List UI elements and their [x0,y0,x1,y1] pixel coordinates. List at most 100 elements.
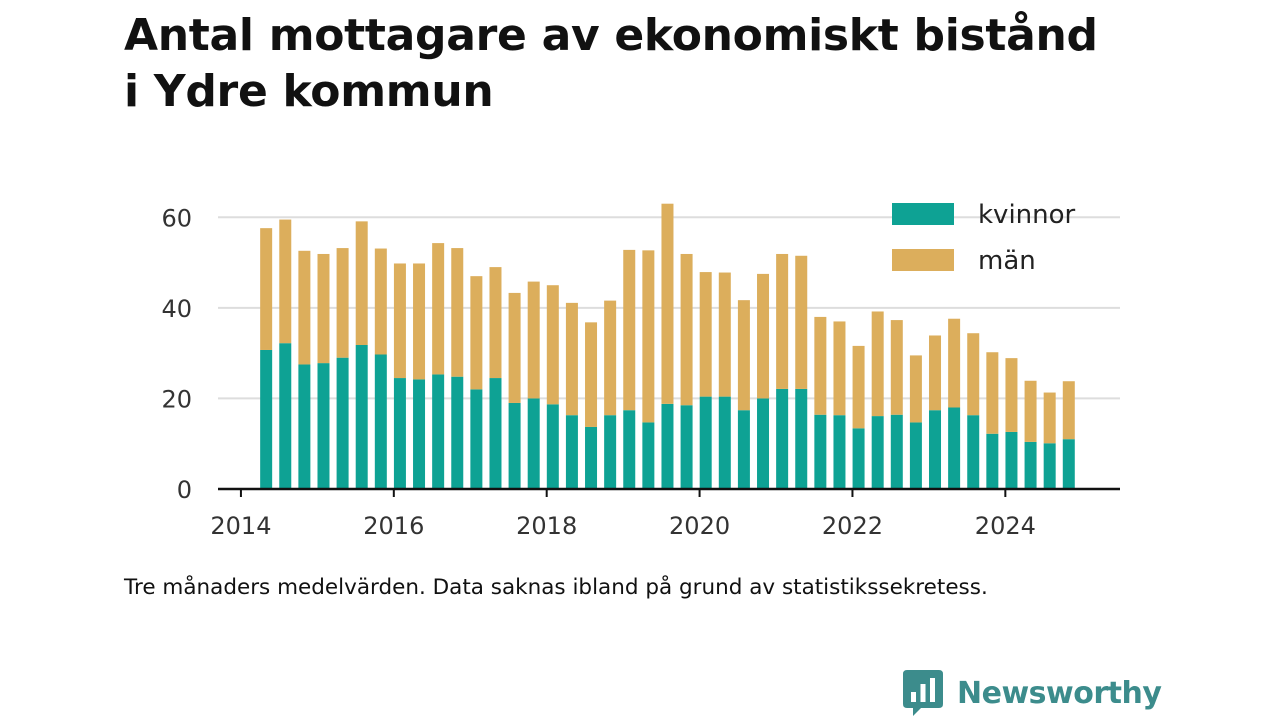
bar-man-40 [1024,380,1037,442]
bar-kvinnor-6 [374,354,387,489]
bar-man-10 [451,248,464,377]
bar-man-7 [393,263,406,379]
bar-kvinnor-29 [814,414,827,489]
bar-kvinnor-8 [413,379,426,489]
bar-man-26 [757,273,770,399]
bar-kvinnor-1 [279,343,292,489]
newsworthy-logo: Newsworthy [903,670,1162,716]
bar-kvinnor-19 [623,410,636,489]
y-tick-label-60: 60 [161,204,192,232]
bar-kvinnor-11 [470,389,483,489]
bar-man-12 [489,267,502,379]
bar-kvinnor-2 [298,364,311,489]
bar-man-30 [833,321,846,416]
bar-kvinnor-15 [546,404,559,489]
bar-kvinnor-20 [642,422,655,489]
bar-man-33 [890,320,903,415]
bar-man-38 [986,352,999,434]
bar-man-18 [604,300,617,416]
bar-man-11 [470,276,483,390]
bar-kvinnor-5 [355,344,368,489]
bar-kvinnor-39 [1005,431,1018,489]
bar-man-4 [336,248,349,358]
newsworthy-logo-icon [903,670,943,716]
bar-kvinnor-42 [1062,439,1075,489]
legend-swatch-man [892,249,954,271]
bar-kvinnor-12 [489,378,502,489]
bar-man-35 [929,335,942,411]
bar-kvinnor-41 [1043,443,1056,489]
bar-man-13 [508,292,521,403]
bar-man-20 [642,250,655,423]
bar-man-15 [546,285,559,405]
bar-man-5 [355,221,368,345]
bar-kvinnor-37 [967,415,980,489]
bar-man-29 [814,316,827,415]
bar-kvinnor-33 [890,414,903,489]
bar-man-1 [279,219,292,344]
bar-man-36 [948,318,961,408]
bar-kvinnor-3 [317,363,330,489]
chart-title-line1: Antal mottagare av ekonomiskt bistånd [124,10,1098,61]
bar-man-17 [585,322,598,427]
bar-man-24 [718,272,731,397]
bar-kvinnor-0 [260,349,273,489]
bar-kvinnor-13 [508,402,521,489]
bar-man-22 [680,253,693,406]
bar-man-3 [317,253,330,364]
bar-kvinnor-25 [737,410,750,489]
bar-kvinnor-7 [393,378,406,489]
bar-kvinnor-30 [833,415,846,489]
bar-kvinnor-4 [336,357,349,489]
bar-kvinnor-36 [948,407,961,489]
bar-man-37 [967,333,980,416]
bar-man-2 [298,250,311,365]
bar-kvinnor-18 [604,415,617,489]
x-tick-label-2022: 2022 [822,512,883,540]
x-tick-label-2020: 2020 [669,512,730,540]
newsworthy-logo-text: Newsworthy [957,675,1162,711]
bar-man-9 [432,243,445,375]
y-tick-label-0: 0 [177,476,192,504]
bar-man-41 [1043,392,1056,444]
bar-man-6 [374,248,387,355]
x-tick-label-2014: 2014 [210,512,271,540]
bar-man-28 [795,255,808,389]
bar-kvinnor-14 [527,398,540,489]
chart-title-line2: i Ydre kommun [124,66,494,117]
bar-man-39 [1005,358,1018,432]
chart-caption: Tre månaders medelvärden. Data saknas ib… [124,575,988,600]
legend-swatch-kvinnor [892,203,954,225]
bar-kvinnor-9 [432,374,445,489]
bar-kvinnor-34 [909,422,922,489]
bar-kvinnor-28 [795,388,808,489]
x-tick-label-2018: 2018 [516,512,577,540]
bar-man-42 [1062,381,1075,440]
bar-kvinnor-22 [680,405,693,489]
chart-title: Antal mottagare av ekonomiskt bistånd i … [124,8,1184,120]
bar-man-23 [699,272,712,397]
bar-man-0 [260,228,273,350]
bar-kvinnor-26 [757,398,770,489]
x-tick-label-2016: 2016 [363,512,424,540]
bar-man-31 [852,345,865,429]
bar-kvinnor-23 [699,396,712,489]
bar-kvinnor-35 [929,410,942,489]
bar-kvinnor-16 [565,415,578,489]
bar-man-16 [565,302,578,416]
bar-kvinnor-27 [776,388,789,489]
bar-man-14 [527,281,540,399]
bar-kvinnor-17 [585,426,598,489]
bar-kvinnor-40 [1024,441,1037,489]
bar-kvinnor-38 [986,433,999,489]
legend-label-man: män [978,246,1036,276]
bar-kvinnor-32 [871,416,884,489]
stacked-bar-chart: 0 20 40 60 2014 2016 2018 2020 2022 2024 kvinnor mä… [161,200,1120,540]
bar-kvinnor-21 [661,403,674,489]
bar-man-8 [413,263,426,380]
x-tick-label-2024: 2024 [975,512,1036,540]
bar-man-25 [737,300,750,411]
y-tick-label-20: 20 [161,385,192,413]
bar-man-21 [661,203,674,404]
y-tick-label-40: 40 [161,295,192,323]
